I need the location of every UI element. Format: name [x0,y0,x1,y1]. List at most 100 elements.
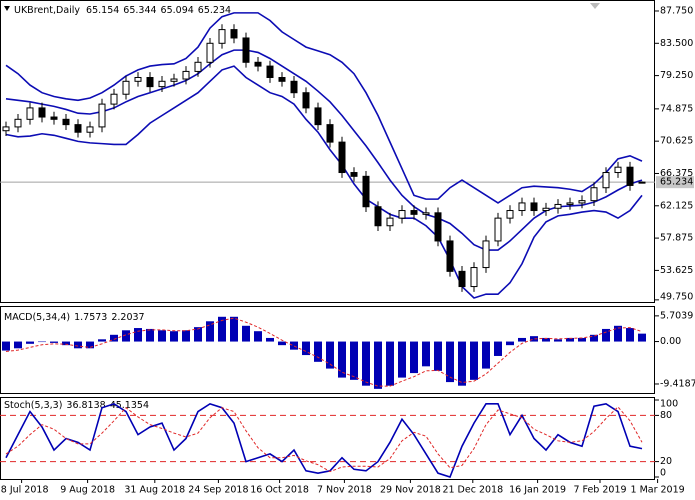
macd-bar [266,337,274,342]
macd-readout: 1.7573 [74,312,107,323]
y-tick-label: 66.375 [660,168,693,179]
y-tick-label: 70.625 [660,136,693,147]
macd-bar [446,341,454,383]
candle-body [410,210,418,215]
x-tick-label: 18 Jul 2018 [0,485,48,496]
current-price-label: 65.234 [660,177,693,188]
candle-body [206,42,214,63]
candle-body [542,207,550,212]
macd-bar [314,341,322,362]
macd-bar [482,341,490,369]
y-tick-label: 80 [660,410,672,421]
x-tick-label: 21 Dec 2018 [442,485,503,496]
y-tick-label: 0 [660,468,666,479]
y-tick-label: 57.875 [660,233,693,244]
candle-body [374,206,382,227]
y-tick-label: 53.625 [660,265,693,276]
candle-body [86,126,94,133]
macd-bar [338,341,346,378]
y-tick-label: 49.750 [660,292,693,303]
candle-body [218,29,226,44]
x-tick-label: 29 Nov 2018 [380,485,441,496]
macd-bar [530,336,538,342]
d-readout: 45.1354 [110,400,149,411]
stoch-label: Stoch(5,3,3) [4,400,62,411]
close-readout: 65.234 [198,5,231,16]
macd-bar [38,341,46,343]
candle-body [638,181,646,184]
macd-bar [146,328,154,342]
macd-header: MACD(5,34,4) 1.7573 2.2037 [4,312,145,323]
candle-body [506,210,514,219]
high-readout: 65.344 [123,5,156,16]
candle-body [74,124,82,133]
y-tick-label: 0.00 [660,336,681,347]
y-tick-label: -9.4187 [660,378,695,389]
x-tick-label: 31 Aug 2018 [124,485,185,496]
macd-bar [602,328,610,342]
bollinger-upper [5,12,643,204]
x-tick-label: 1 Mar 2019 [631,485,685,496]
macd-bar [278,341,286,346]
candle-body [602,172,610,189]
candle-body [614,166,622,174]
signal-readout: 2.2037 [111,312,144,323]
symbol: UKBrent,Daily [14,5,80,16]
y-tick-label: 62.125 [660,200,693,211]
candle-body [38,107,46,118]
macd-bar [26,341,34,344]
x-tick-label: 24 Sep 2018 [188,485,248,496]
bollinger-lower [5,65,643,299]
candle-body [434,212,442,242]
candle-body [98,103,106,128]
macd-bar [374,341,382,389]
macd-bar [242,325,250,342]
x-tick-label: 9 Aug 2018 [60,485,115,496]
shift-marker [590,3,600,9]
macd-bar [494,341,502,356]
x-tick-label: 7 Feb 2019 [573,485,626,496]
macd-bar [410,341,418,374]
macd-bar [542,337,550,342]
candle-body [518,202,526,212]
macd-bar [398,341,406,378]
macd-bar [230,316,238,342]
macd-bar [218,316,226,342]
candle-body [254,61,262,67]
candle-body [182,70,190,80]
macd-bar [290,341,298,350]
main-header: UKBrent,Daily 65.154 65.344 65.094 65.234 [14,5,231,16]
x-tick-label: 7 Nov 2018 [317,485,372,496]
macd-bar [206,321,214,342]
macd-bar [2,341,10,351]
macd-bar [518,337,526,342]
candle-body [362,175,370,208]
macd-bar [626,328,634,342]
macd-bar [590,334,598,342]
macd-bar [254,331,262,342]
candle-body [338,141,346,174]
y-tick-label: 83.500 [660,38,693,49]
menu-icon [4,6,10,11]
x-tick-label: 16 Oct 2018 [250,485,309,496]
candle-body [134,77,142,82]
macd-bar [194,327,202,342]
candle-body [278,77,286,82]
candle-body [62,118,70,126]
candle-body [266,65,274,78]
candle-body [422,212,430,215]
macd-bar [122,330,130,342]
macd-bar [158,330,166,342]
candle-body [566,202,574,205]
y-tick-label: 100 [660,399,678,410]
candle-body [398,210,406,219]
macd-bar [170,331,178,342]
stoch-frame [0,397,655,480]
macd-bar [326,341,334,369]
candle-body [302,92,310,109]
d-line [5,406,643,473]
candle-body [350,172,358,177]
candle-body [158,80,166,88]
y-tick-label: 87.750 [660,5,693,16]
